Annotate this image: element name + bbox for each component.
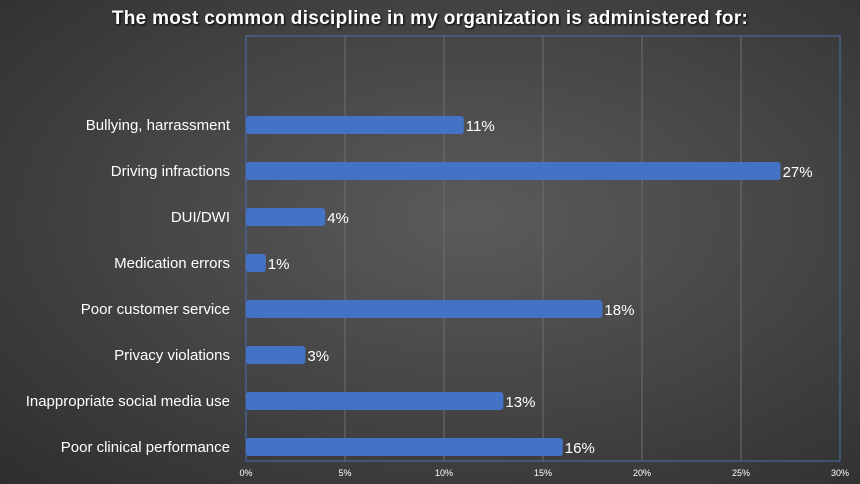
data-label: 11% [466,118,495,135]
category-label: Inappropriate social media use [26,393,230,410]
category-label: Poor clinical performance [61,439,230,456]
bar [246,162,781,180]
data-label: 13% [505,394,535,411]
data-label: 1% [268,256,290,273]
bar [246,300,603,318]
x-tick-label: 25% [732,468,750,478]
category-label: DUI/DWI [171,209,230,226]
bar [246,208,326,226]
data-label: 16% [565,440,595,457]
category-label: Medication errors [114,255,230,272]
bar [246,116,464,134]
bar [246,254,266,272]
category-label: Privacy violations [114,347,230,364]
chart-title: The most common discipline in my organiz… [111,8,749,29]
x-tick-label: 5% [338,468,351,478]
data-label: 27% [783,164,813,181]
data-label: 3% [307,348,329,365]
data-label: 18% [604,302,634,319]
bar [246,392,504,410]
bar [246,438,563,456]
data-label: 4% [327,210,349,227]
x-tick-label: 20% [633,468,651,478]
x-tick-label: 10% [435,468,453,478]
category-label: Poor customer service [81,301,230,318]
x-tick-label: 30% [831,468,849,478]
category-label: Driving infractions [111,163,230,180]
x-tick-label: 15% [534,468,552,478]
bar [246,346,306,364]
x-tick-label: 0% [239,468,252,478]
category-label: Bullying, harrassment [86,117,231,134]
